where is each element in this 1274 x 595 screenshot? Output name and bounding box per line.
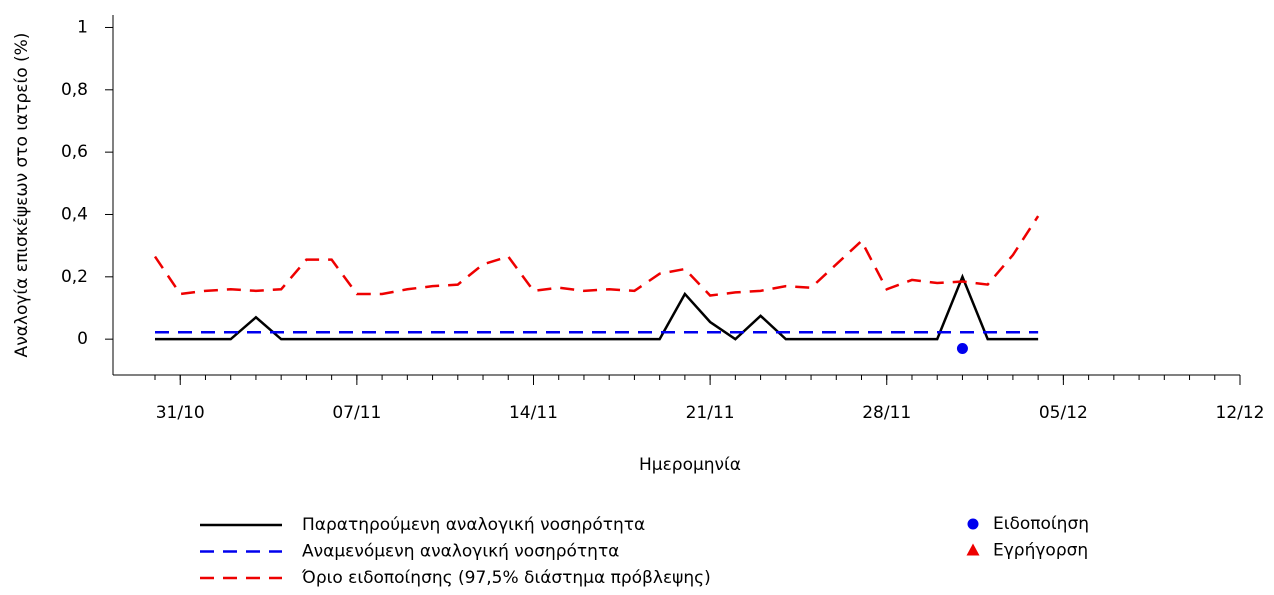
x-tick-label: 14/11 — [509, 403, 558, 423]
legend-label: Όριο ειδοποίησης (97,5% διάστημα πρόβλεψ… — [301, 568, 711, 588]
x-tick-label: 31/10 — [156, 403, 205, 423]
series-line — [155, 273, 1039, 341]
x-tick-label: 05/12 — [1039, 403, 1088, 423]
y-axis-title: Αναλογία επισκέψεων στο ιατρείο (%) — [12, 33, 32, 358]
x-tick-label: 28/11 — [862, 403, 911, 423]
legend-marker — [966, 543, 980, 556]
x-tick-label: 21/11 — [686, 403, 735, 423]
y-tick-label: 0 — [77, 329, 88, 349]
legend-label: Παρατηρούμενη αναλογική νοσηρότητα — [302, 515, 645, 535]
x-axis-title: Ημερομηνία — [639, 455, 741, 475]
x-tick-label: 12/12 — [1216, 403, 1265, 423]
y-tick-label: 0,8 — [61, 80, 88, 100]
legend-marker — [967, 518, 979, 530]
legend-label: Αναμενόμενη αναλογική νοσηρότητα — [302, 542, 619, 562]
y-tick-label: 0,4 — [61, 204, 88, 224]
y-tick-label: 0,2 — [61, 267, 88, 287]
series-line — [153, 215, 1040, 297]
y-tick-label: 1 — [77, 17, 88, 37]
legend-label: Ειδοποίηση — [993, 514, 1089, 534]
y-tick-label: 0,6 — [61, 142, 88, 162]
legend-label: Εγρήγορση — [993, 541, 1088, 561]
point-marker — [956, 343, 968, 355]
x-tick-label: 07/11 — [332, 403, 381, 423]
